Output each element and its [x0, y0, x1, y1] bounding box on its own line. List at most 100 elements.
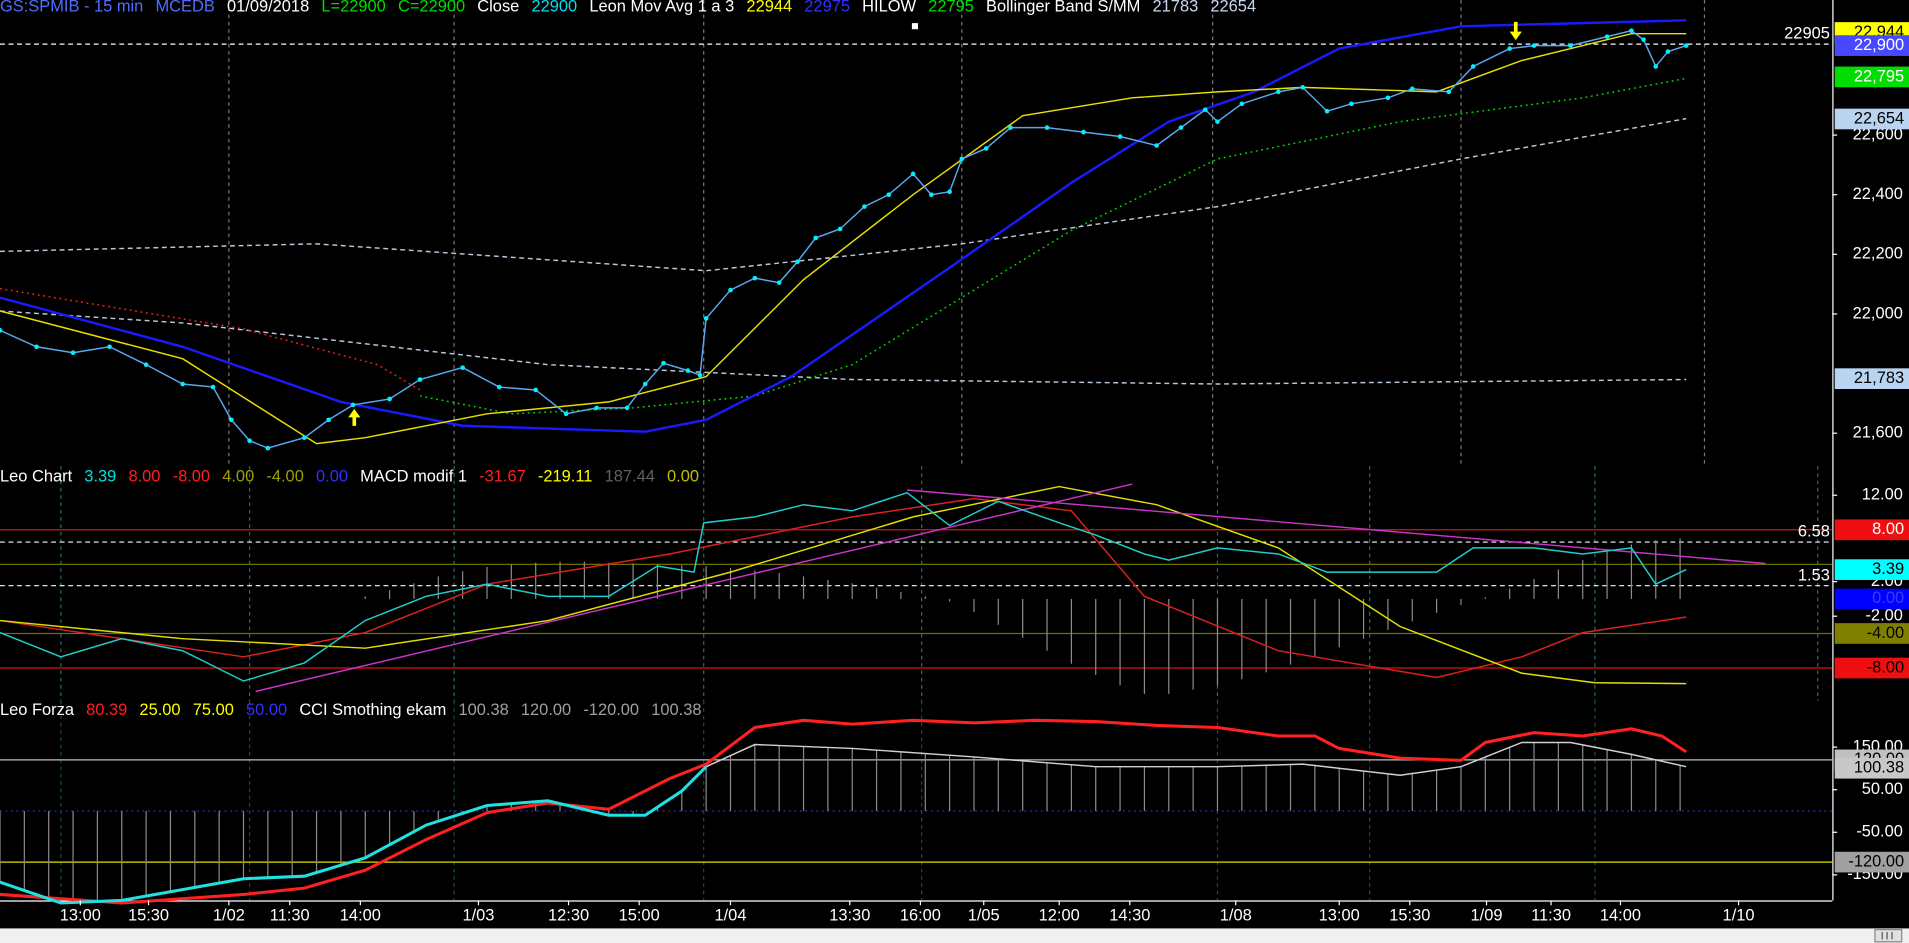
- price-tag-label: -120.00: [1848, 852, 1904, 870]
- data-point: [143, 362, 149, 367]
- legend-label: 22654: [1210, 0, 1256, 16]
- data-point: [460, 365, 465, 370]
- data-point: [1178, 125, 1184, 130]
- data-point: [697, 372, 703, 378]
- price-tag: [1834, 35, 1909, 56]
- legend-label: 0.00: [667, 467, 699, 485]
- data-point: [703, 316, 709, 321]
- legend-label: Leo Chart: [0, 467, 73, 485]
- data-point: [661, 360, 666, 366]
- data-point: [685, 368, 691, 373]
- data-point: [947, 189, 952, 195]
- data-point: [1008, 125, 1013, 130]
- data-point: [910, 171, 916, 177]
- data-point: [247, 438, 252, 443]
- legend-label: 22944: [746, 0, 792, 16]
- data-point: [886, 192, 892, 198]
- data-point: [1641, 37, 1646, 42]
- data-point: [302, 435, 307, 441]
- legend-label: 8.00: [128, 467, 160, 485]
- y-tick-label: -2.00: [1865, 607, 1902, 625]
- series-line: [0, 19, 1687, 433]
- y-tick-label: 22,000: [1853, 304, 1903, 322]
- price-tag: [1834, 757, 1909, 779]
- data-point: [1154, 143, 1159, 148]
- legend-label: -219.11: [538, 467, 593, 485]
- x-tick-label: 16:00: [900, 907, 941, 925]
- legend-label: 01/09/2018: [227, 0, 309, 16]
- data-point: [0, 328, 3, 333]
- legend-label: 75.00: [193, 701, 234, 719]
- data-point: [1081, 129, 1086, 135]
- data-point: [1665, 49, 1671, 54]
- legend-label: 187.44: [605, 467, 655, 485]
- data-point: [1507, 46, 1512, 51]
- x-tick-label: 1/03: [462, 907, 494, 925]
- price-tag-label: 22,654: [1854, 109, 1904, 127]
- scroll-strip[interactable]: [0, 928, 1909, 943]
- data-point: [210, 384, 216, 390]
- data-point: [387, 396, 392, 402]
- price-tag: [1834, 851, 1909, 873]
- legend-label: -4.00: [266, 467, 303, 485]
- data-point: [1202, 107, 1208, 113]
- data-point: [642, 381, 648, 387]
- x-tick-label: 1/04: [714, 907, 746, 925]
- legend-label: 0.00: [316, 467, 348, 485]
- legend-label: Leon Mov Avg 1 a 3: [589, 0, 734, 16]
- data-point: [350, 402, 356, 408]
- y-tick-label: 50.00: [1862, 780, 1903, 798]
- level-label: 1.53: [1798, 566, 1830, 584]
- legend-label: 25.00: [139, 701, 180, 719]
- y-tick-label: 22,200: [1853, 245, 1903, 263]
- series-line: [419, 77, 1687, 415]
- series-line: [0, 117, 1687, 272]
- level-label: 22905: [1784, 25, 1830, 43]
- scroll-handle[interactable]: [1874, 929, 1903, 943]
- data-point: [326, 417, 332, 423]
- x-tick-label: 14:00: [1600, 907, 1641, 925]
- data-point: [229, 417, 234, 423]
- y-tick-label: 22,400: [1853, 185, 1903, 203]
- data-point: [1409, 86, 1415, 92]
- legend-label: GS:SPMIB - 15 min: [0, 0, 143, 16]
- legend-label: 80.39: [86, 701, 127, 719]
- series-line: [255, 483, 1133, 693]
- sell-arrow: [1509, 21, 1522, 41]
- price-tag-label: 22,795: [1854, 67, 1904, 85]
- legend-label: 50.00: [246, 701, 287, 719]
- data-point: [1446, 89, 1452, 95]
- legend-label: -8.00: [173, 467, 210, 485]
- data-point: [929, 192, 934, 198]
- legend-label: Bollinger Band S/MM: [986, 0, 1140, 16]
- y-tick-label: 12.00: [1862, 486, 1903, 504]
- data-point: [1531, 43, 1537, 48]
- data-point: [563, 411, 569, 417]
- price-tag: [1834, 657, 1909, 679]
- legend-label: 21783: [1153, 0, 1199, 16]
- data-point: [728, 287, 733, 293]
- y-tick-label: 21,600: [1853, 424, 1903, 442]
- x-tick-label: 14:00: [340, 907, 381, 925]
- data-point: [1276, 89, 1281, 95]
- price-tag-label: 3.39: [1872, 560, 1904, 578]
- legend-label: -31.67: [479, 467, 526, 485]
- x-tick-label: 11:30: [270, 907, 310, 925]
- legend-label: C=22900: [398, 0, 465, 16]
- price-tag-label: 100.38: [1854, 759, 1904, 777]
- x-tick-label: 15:00: [619, 907, 660, 925]
- series-line: [705, 741, 1687, 776]
- x-tick-label: 1/09: [1471, 907, 1503, 925]
- x-tick-label: 1/05: [968, 907, 1000, 925]
- series-line: [0, 32, 1687, 445]
- legend-label: L=22900: [321, 0, 385, 16]
- x-tick-label: 12:30: [548, 907, 589, 925]
- x-tick-label: 12:00: [1039, 907, 1080, 925]
- legend-label: -120.00: [583, 701, 639, 719]
- series-line: [906, 489, 1766, 565]
- data-point: [1117, 134, 1123, 139]
- data-point: [417, 377, 423, 382]
- x-tick-label: 15:30: [128, 907, 169, 925]
